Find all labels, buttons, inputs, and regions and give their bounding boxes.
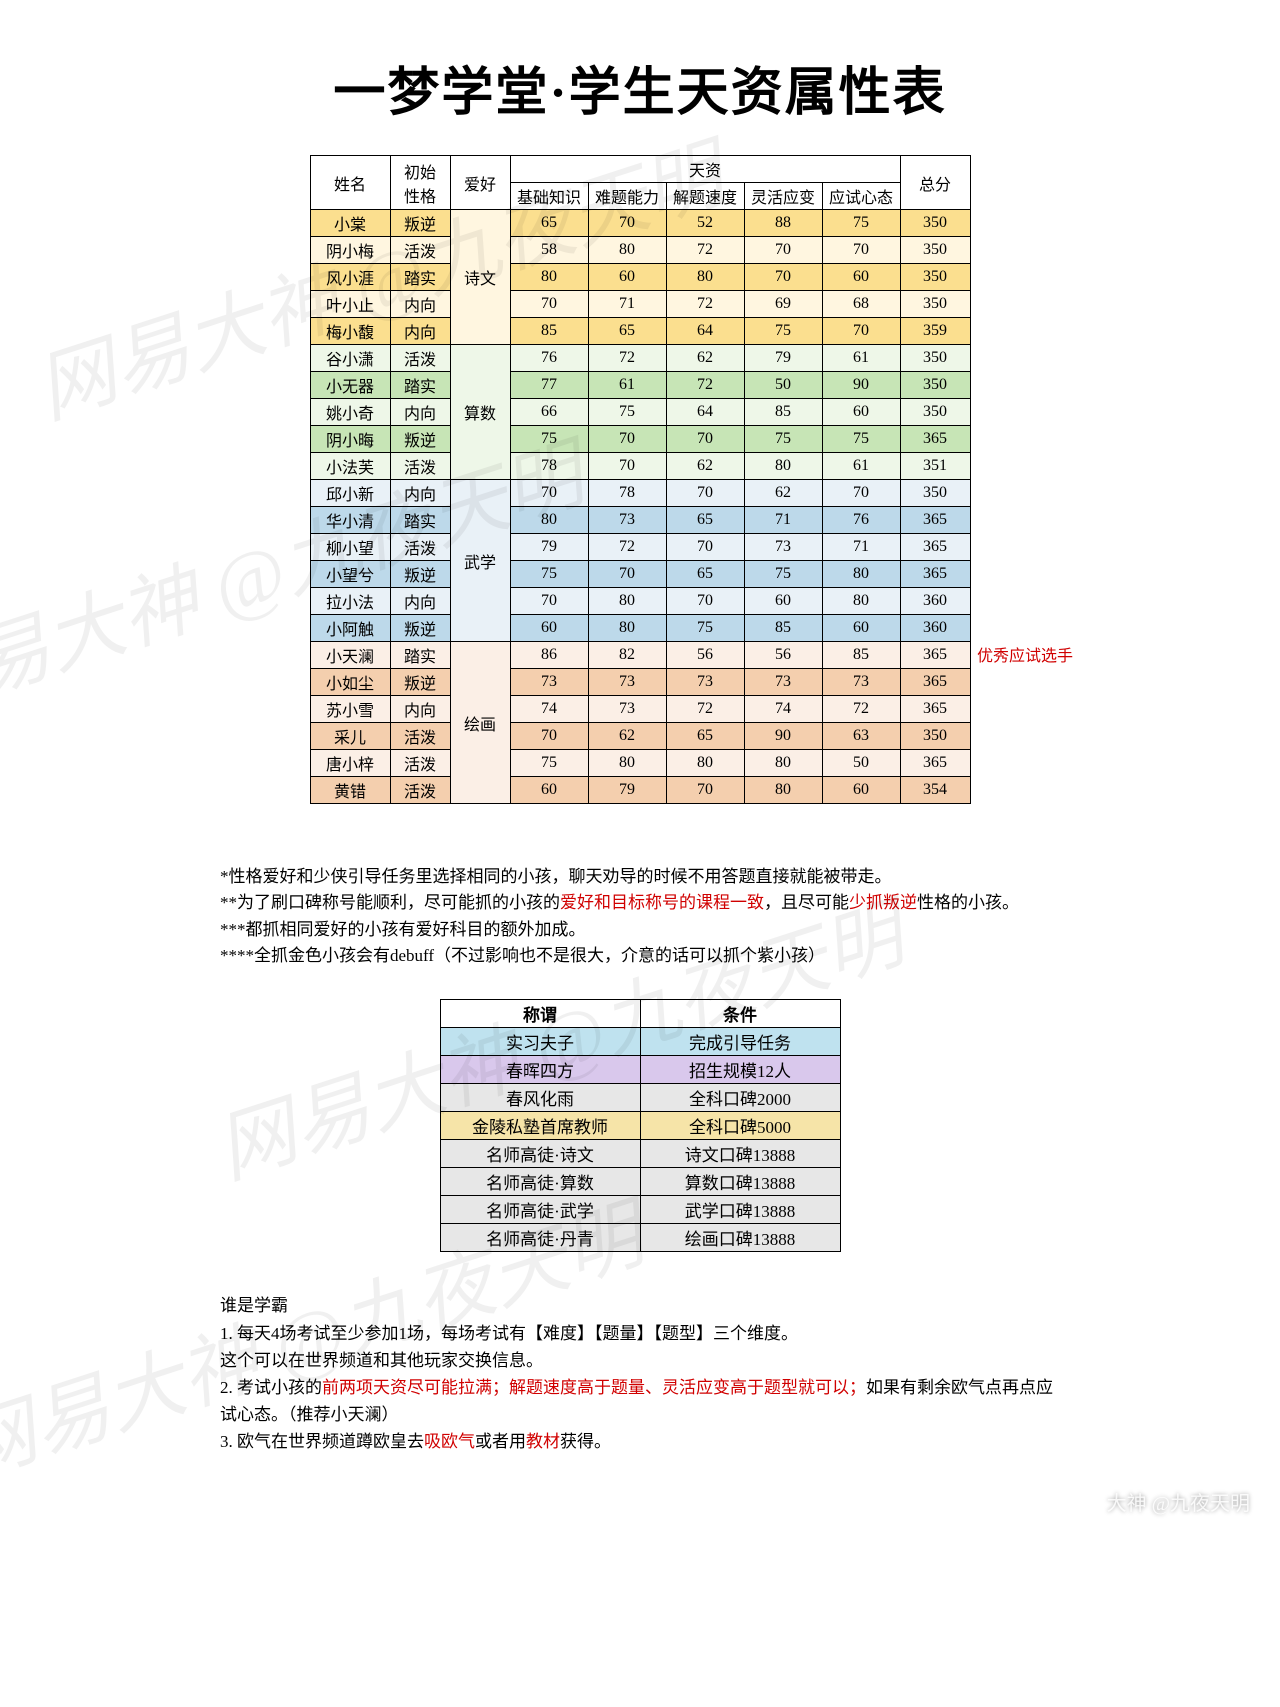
notes-block: *性格爱好和少侠引导任务里选择相同的小孩，聊天劝导的时候不用答题直接就能被带走。… (220, 864, 1060, 969)
title-row: 金陵私塾首席教师全科口碑5000 (440, 1112, 840, 1140)
title-row: 名师高徒·诗文诗文口碑13888 (440, 1140, 840, 1168)
side-annotation: 优秀应试选手 (977, 642, 1073, 666)
title-row: 春风化雨全科口碑2000 (440, 1084, 840, 1112)
table-row: 小无器踏实7761725090350 (310, 372, 970, 399)
table-row: 小阿触叛逆6080758560360 (310, 615, 970, 642)
table-row: 姚小奇内向6675648560350 (310, 399, 970, 426)
table-row: 华小清踏实8073657176365 (310, 507, 970, 534)
note-line: ***都抓相同爱好的小孩有爱好科目的额外加成。 (220, 917, 1060, 943)
page-title: 一梦学堂·学生天资属性表 (140, 50, 1140, 125)
page: 一梦学堂·学生天资属性表 姓名初始性格爱好天资总分基础知识难题能力解题速度灵活应… (140, 50, 1140, 1456)
table-row: 柳小望活泼7972707371365 (310, 534, 970, 561)
table-row: 苏小雪内向7473727472365 (310, 696, 970, 723)
table-row: 唐小梓活泼7580808050365 (310, 750, 970, 777)
title-row: 名师高徒·武学武学口碑13888 (440, 1196, 840, 1224)
table-row: 小法芙活泼7870628061351 (310, 453, 970, 480)
table-row: 阴小梅活泼5880727070350 (310, 237, 970, 264)
tip-line: 2. 考试小孩的前两项天资尽可能拉满；解题速度高于题量、灵活应变高于题型就可以；… (220, 1374, 1060, 1428)
table-row: 小望兮叛逆7570657580365 (310, 561, 970, 588)
note-line: ****全抓金色小孩会有debuff（不过影响也不是很大，介意的话可以抓个紫小孩… (220, 943, 1060, 969)
table-row: 小如尘叛逆7373737373365 (310, 669, 970, 696)
tip-line: 1. 每天4场考试至少参加1场，每场考试有【难度】【题量】【题型】三个维度。 (220, 1320, 1060, 1347)
table-row: 黄错活泼6079708060354 (310, 777, 970, 804)
title-row: 实习夫子完成引导任务 (440, 1028, 840, 1056)
table-row: 拉小法内向7080706080360 (310, 588, 970, 615)
tip-line: 3. 欧气在世界频道蹲欧皇去吸欧气或者用教材获得。 (220, 1428, 1060, 1455)
student-table: 姓名初始性格爱好天资总分基础知识难题能力解题速度灵活应变应试心态小棠叛逆诗文65… (310, 155, 971, 804)
section-heading: 谁是学霸 (220, 1292, 1060, 1319)
table-row: 小天澜踏实绘画8682565685365 (310, 642, 970, 669)
study-tips: 谁是学霸1. 每天4场考试至少参加1场，每场考试有【难度】【题量】【题型】三个维… (220, 1292, 1060, 1455)
table-row: 小棠叛逆诗文6570528875350 (310, 210, 970, 237)
title-reward-table: 称谓条件实习夫子完成引导任务春晖四方招生规模12人春风化雨全科口碑2000金陵私… (440, 999, 841, 1252)
table-row: 叶小止内向7071726968350 (310, 291, 970, 318)
table-row: 邱小新内向武学7078706270350 (310, 480, 970, 507)
title-row: 名师高徒·算数算数口碑13888 (440, 1168, 840, 1196)
title-row: 名师高徒·丹青绘画口碑13888 (440, 1224, 840, 1252)
main-table-wrap: 姓名初始性格爱好天资总分基础知识难题能力解题速度灵活应变应试心态小棠叛逆诗文65… (140, 155, 1140, 804)
note-line: **为了刷口碑称号能顺利，尽可能抓的小孩的爱好和目标称号的课程一致，且尽可能少抓… (220, 890, 1060, 916)
table-row: 风小涯踏实8060807060350 (310, 264, 970, 291)
footer-credit: 大神 @九夜天明 (1107, 1487, 1250, 1516)
table-row: 采儿活泼7062659063350 (310, 723, 970, 750)
title-row: 春晖四方招生规模12人 (440, 1056, 840, 1084)
table-row: 谷小潇活泼算数7672627961350 (310, 345, 970, 372)
note-line: *性格爱好和少侠引导任务里选择相同的小孩，聊天劝导的时候不用答题直接就能被带走。 (220, 864, 1060, 890)
table-row: 梅小馥内向8565647570359 (310, 318, 970, 345)
tip-line: 这个可以在世界频道和其他玩家交换信息。 (220, 1347, 1060, 1374)
table-row: 阴小晦叛逆7570707575365 (310, 426, 970, 453)
